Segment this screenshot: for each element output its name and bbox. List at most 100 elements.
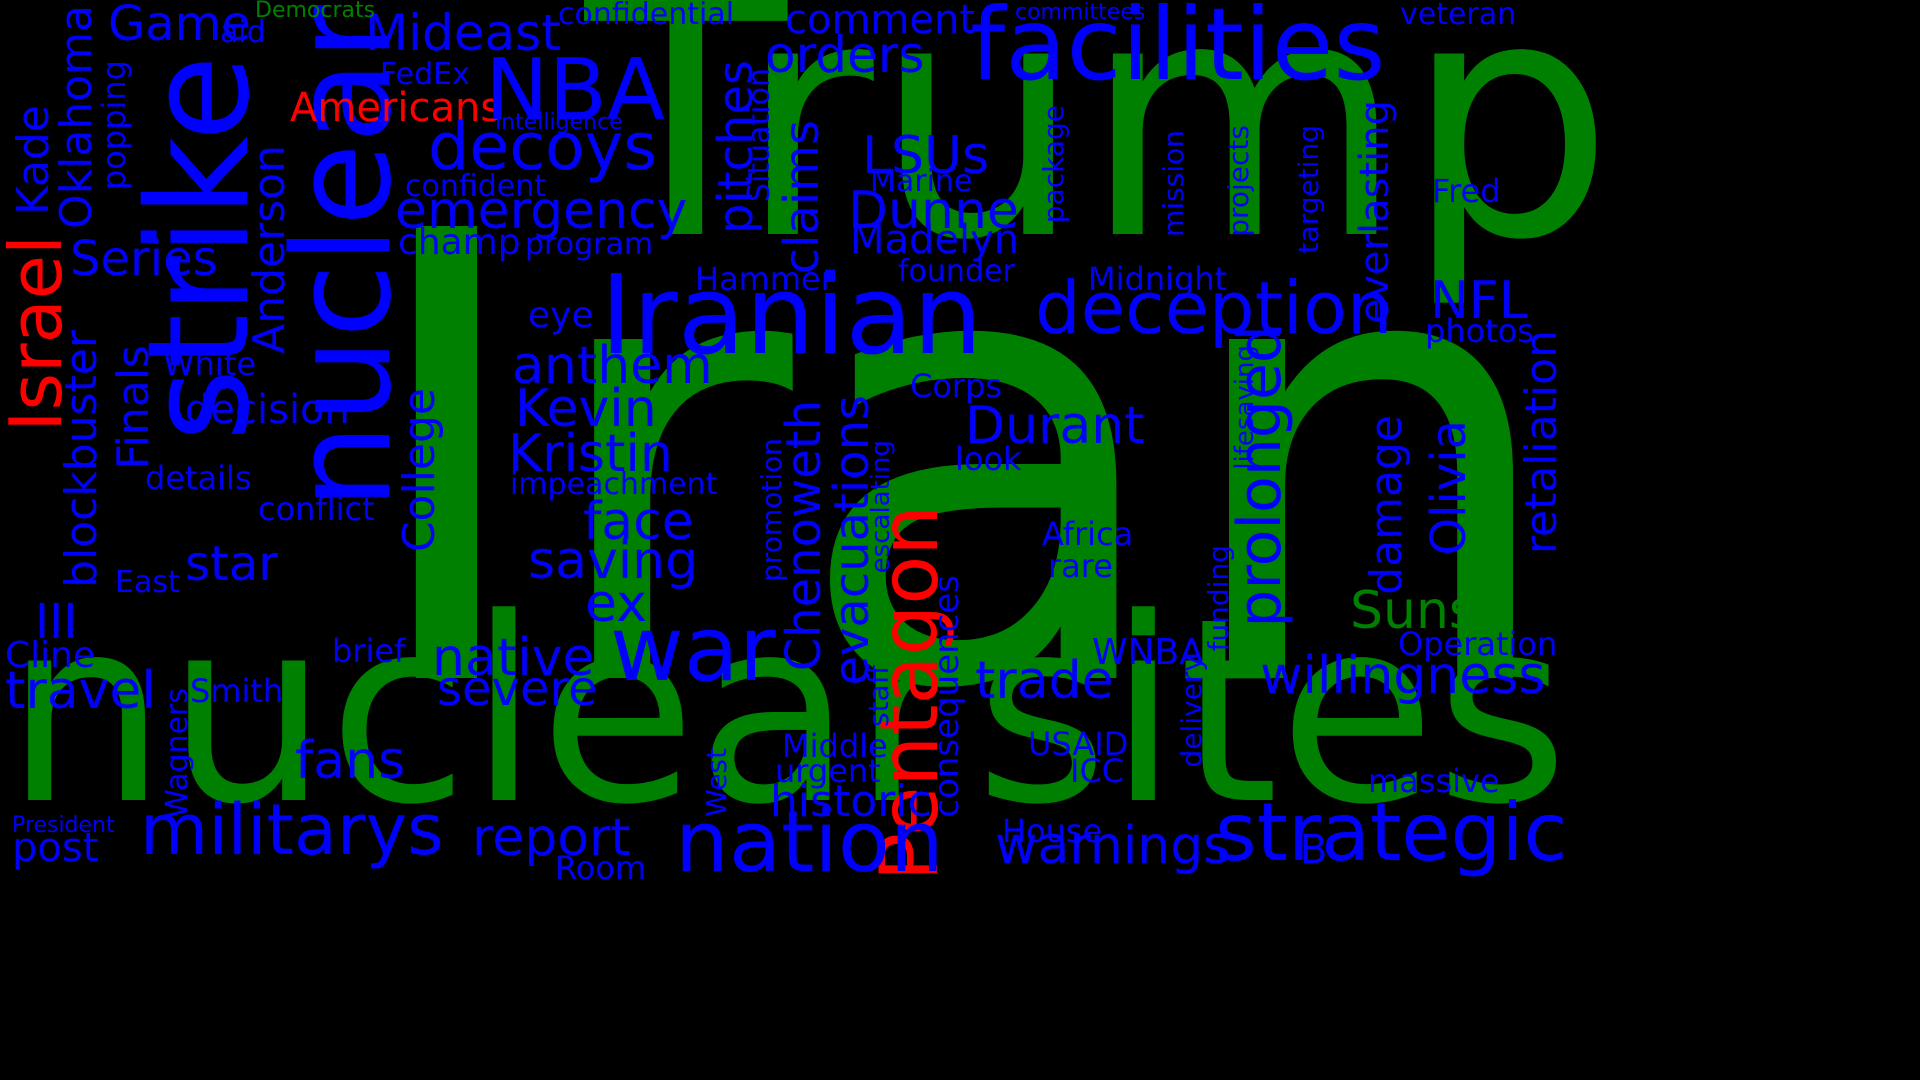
word-corps: Corps	[910, 367, 1003, 405]
word-emergency: emergency	[395, 181, 688, 241]
word-targeting: targeting	[1292, 125, 1325, 254]
word-program: program	[525, 227, 654, 262]
word-report: report	[472, 808, 631, 868]
word-nuclear-green: nuclear	[5, 564, 958, 861]
word-facilities: facilities	[970, 0, 1386, 103]
word-post: post	[12, 825, 99, 871]
word-eye: eye	[528, 295, 594, 336]
word-conflict: conflict	[258, 490, 375, 528]
word-house: House	[1002, 812, 1103, 850]
word-anderson: Anderson	[244, 145, 295, 354]
word-hammer: Hammer	[695, 260, 834, 298]
word-iran: Iran	[355, 104, 1566, 825]
word-nfl: NFL	[1430, 271, 1528, 331]
word-urgent: urgent	[775, 752, 881, 790]
word-blockbuster: blockbuster	[56, 330, 107, 588]
word-face: face	[583, 492, 694, 552]
word-confident: confident	[405, 169, 547, 204]
word-durant: Durant	[965, 396, 1145, 456]
word-east: East	[115, 565, 180, 600]
word-comment: comment	[785, 0, 976, 43]
word-kade: Kade	[8, 105, 59, 216]
word-dunne: Dunne	[848, 181, 1019, 241]
word-suns: Suns	[1350, 581, 1477, 641]
word-escalating: escalating	[866, 440, 896, 574]
word-historic: historic	[770, 776, 932, 827]
word-damage: damage	[1361, 415, 1412, 595]
word-aid: aid	[220, 15, 266, 50]
word-iii: III	[35, 594, 78, 650]
word-iranian: Iranian	[600, 251, 983, 379]
word-confidential: confidential	[558, 0, 735, 32]
word-nba: NBA	[485, 41, 666, 140]
word-kevin: Kevin	[515, 379, 657, 439]
word-college: College	[394, 388, 445, 553]
word-olivia: Olivia	[1421, 420, 1477, 556]
word-deception: deception	[1035, 266, 1393, 350]
word-massive: massive	[1368, 762, 1500, 800]
word-popping: popping	[95, 60, 133, 190]
word-mission: mission	[1157, 130, 1190, 237]
word-white: White	[163, 345, 257, 383]
word-photos: photos	[1425, 312, 1534, 350]
word-warnings: warnings	[995, 816, 1231, 876]
word-marine: Marine	[870, 164, 973, 199]
word-details: details	[145, 459, 252, 497]
word-committees: committees	[1015, 0, 1146, 25]
word-staff: staff	[862, 665, 895, 728]
word-game: Game	[108, 0, 251, 52]
word-consequences: consequences	[927, 575, 967, 818]
word-native: native	[432, 628, 595, 688]
word-lifesaving: lifesaving	[1230, 345, 1260, 470]
word-claims: claims	[774, 120, 830, 275]
word-funding: funding	[1202, 545, 1235, 652]
word-look: look	[955, 440, 1022, 478]
word-delivery: delivery	[1175, 655, 1208, 768]
word-orders: orders	[765, 26, 925, 84]
word-wagners: Wagners	[160, 688, 195, 819]
word-kristin: Kristin	[508, 424, 673, 484]
word-fred: Fred	[1432, 172, 1501, 210]
word-trump: Trump	[585, 0, 1614, 312]
word-west: West	[700, 748, 733, 817]
word-veteran: veteran	[1400, 0, 1517, 32]
word-projects: projects	[1222, 125, 1255, 237]
word-operation: Operation	[1398, 625, 1558, 663]
word-star: star	[185, 536, 278, 592]
word-militarys: militarys	[140, 789, 444, 871]
word-b: B	[1300, 827, 1328, 873]
word-president: President	[12, 813, 115, 838]
word-severe: severe	[437, 661, 598, 717]
word-intelligence: intelligence	[495, 110, 623, 135]
word-middle: Middle	[782, 727, 888, 765]
word-smith: Smith	[190, 672, 284, 710]
word-usaid: USAID	[1028, 725, 1129, 763]
word-rare: rare	[1048, 547, 1113, 585]
word-promotion: promotion	[755, 438, 788, 582]
word-travel: travel	[5, 661, 156, 721]
word-brief: brief	[332, 632, 406, 670]
word-war: war	[610, 597, 776, 702]
word-situation: Situation	[742, 68, 777, 203]
word-ex: ex	[585, 574, 647, 634]
word-founder: founder	[898, 254, 1015, 289]
word-fedex: FedEx	[380, 57, 470, 92]
word-impeachment: impeachment	[510, 467, 718, 502]
word-nation: nation	[675, 793, 944, 892]
word-midnight: Midnight	[1088, 260, 1228, 298]
word-oklahoma: Oklahoma	[51, 5, 102, 229]
word-trade: trade	[975, 651, 1114, 711]
word-decision: decision	[185, 387, 350, 433]
word-retaliation: retaliation	[1516, 330, 1567, 555]
word-democrats: Democrats	[255, 0, 376, 23]
word-willingness: willingness	[1260, 646, 1546, 706]
word-americans: Americans	[290, 85, 502, 131]
word-madelyn: Madelyn	[850, 217, 1020, 263]
word-champ: champ	[398, 222, 521, 263]
word-cline: Cline	[5, 635, 96, 676]
word-strategic: strategic	[1215, 786, 1568, 879]
word-saving: saving	[528, 531, 699, 591]
word-package: package	[1037, 105, 1070, 224]
word-finals: Finals	[108, 345, 159, 470]
